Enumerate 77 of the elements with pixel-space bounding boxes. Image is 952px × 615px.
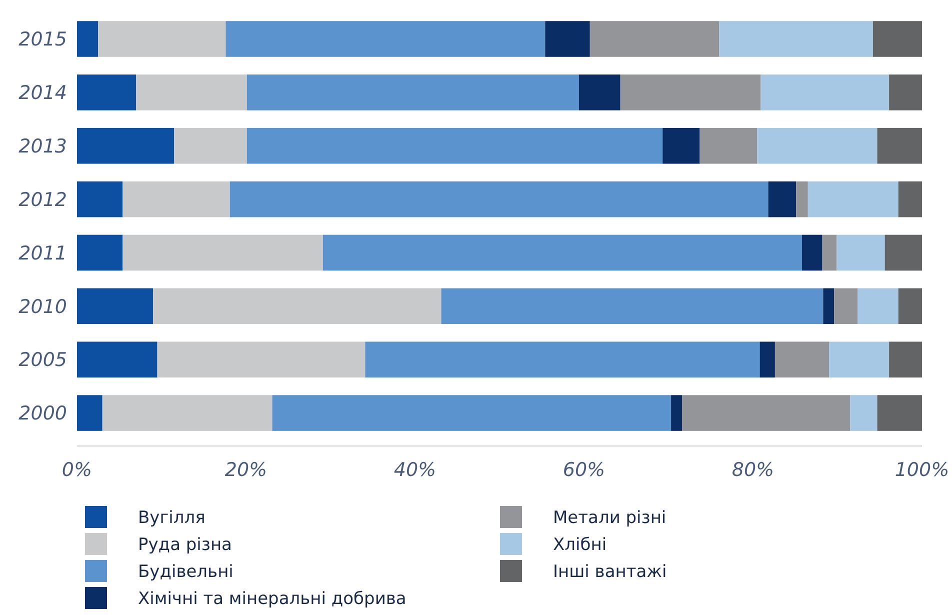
bar xyxy=(122,234,323,271)
bar xyxy=(246,128,663,164)
bar xyxy=(77,21,98,57)
bar xyxy=(671,395,682,431)
bar xyxy=(578,74,620,110)
bar xyxy=(77,288,154,324)
bar xyxy=(872,21,922,57)
bar xyxy=(823,288,834,324)
bar xyxy=(774,342,830,378)
bar xyxy=(829,342,890,378)
bar xyxy=(682,395,850,431)
bar xyxy=(877,128,922,164)
bar xyxy=(858,288,898,324)
bar xyxy=(620,74,761,110)
x-tick-label: 20% xyxy=(224,459,268,481)
bar xyxy=(757,128,878,164)
bar xyxy=(77,234,123,271)
bar xyxy=(898,288,922,324)
bar xyxy=(889,342,922,378)
bar xyxy=(768,181,796,218)
bar xyxy=(884,234,922,271)
y-tick-label: 2013 xyxy=(18,136,67,158)
legend-label: Будівельні xyxy=(138,562,234,582)
bar xyxy=(174,128,247,164)
bar xyxy=(77,128,174,164)
bar xyxy=(226,21,546,57)
bar xyxy=(836,234,885,271)
legend-label: Метали різні xyxy=(553,508,666,528)
bar xyxy=(760,342,775,378)
bar xyxy=(889,74,922,110)
bar xyxy=(322,234,802,271)
bar xyxy=(545,21,590,57)
x-tick-label: 80% xyxy=(732,459,774,481)
bar xyxy=(802,234,822,271)
legend-label: Хімічні та мінеральні добрива xyxy=(138,588,406,609)
y-tick-label: 2010 xyxy=(18,296,67,318)
y-tick-label: 2005 xyxy=(18,349,67,372)
x-tick-label: 0% xyxy=(62,459,92,481)
legend-label: Інші вантажі xyxy=(553,562,667,582)
bar xyxy=(898,181,922,218)
bar xyxy=(796,181,808,218)
bar xyxy=(157,342,366,378)
bar xyxy=(230,181,768,218)
bar xyxy=(77,181,123,218)
bar xyxy=(590,21,720,57)
bar xyxy=(98,21,226,57)
x-tick-label: 100% xyxy=(894,459,950,481)
bar xyxy=(77,74,136,110)
legend-label: Хлібні xyxy=(553,534,607,555)
bar xyxy=(102,395,272,431)
bar xyxy=(77,342,158,378)
bar xyxy=(662,128,700,164)
bar xyxy=(77,395,102,431)
y-tick-label: 2011 xyxy=(18,242,67,264)
bar xyxy=(122,181,230,218)
x-tick-label: 60% xyxy=(562,459,606,481)
bar xyxy=(834,288,858,324)
bar xyxy=(760,74,890,110)
bar xyxy=(808,181,898,218)
bar xyxy=(850,395,878,431)
y-tick-label: 2014 xyxy=(18,82,67,104)
x-tick-label: 40% xyxy=(394,459,436,481)
legend-label: Вугілля xyxy=(138,508,206,528)
bar xyxy=(877,395,922,431)
bar xyxy=(153,288,442,324)
bar xyxy=(272,395,672,431)
bar xyxy=(719,21,873,57)
bar xyxy=(365,342,760,378)
bar xyxy=(136,74,247,110)
bar xyxy=(700,128,758,164)
bar xyxy=(822,234,837,271)
bar xyxy=(246,74,579,110)
y-tick-label: 2015 xyxy=(18,28,67,51)
y-tick-label: 2000 xyxy=(18,402,67,425)
legend-label: Руда різна xyxy=(138,534,232,555)
bar xyxy=(441,288,824,324)
y-tick-label: 2012 xyxy=(18,188,67,211)
